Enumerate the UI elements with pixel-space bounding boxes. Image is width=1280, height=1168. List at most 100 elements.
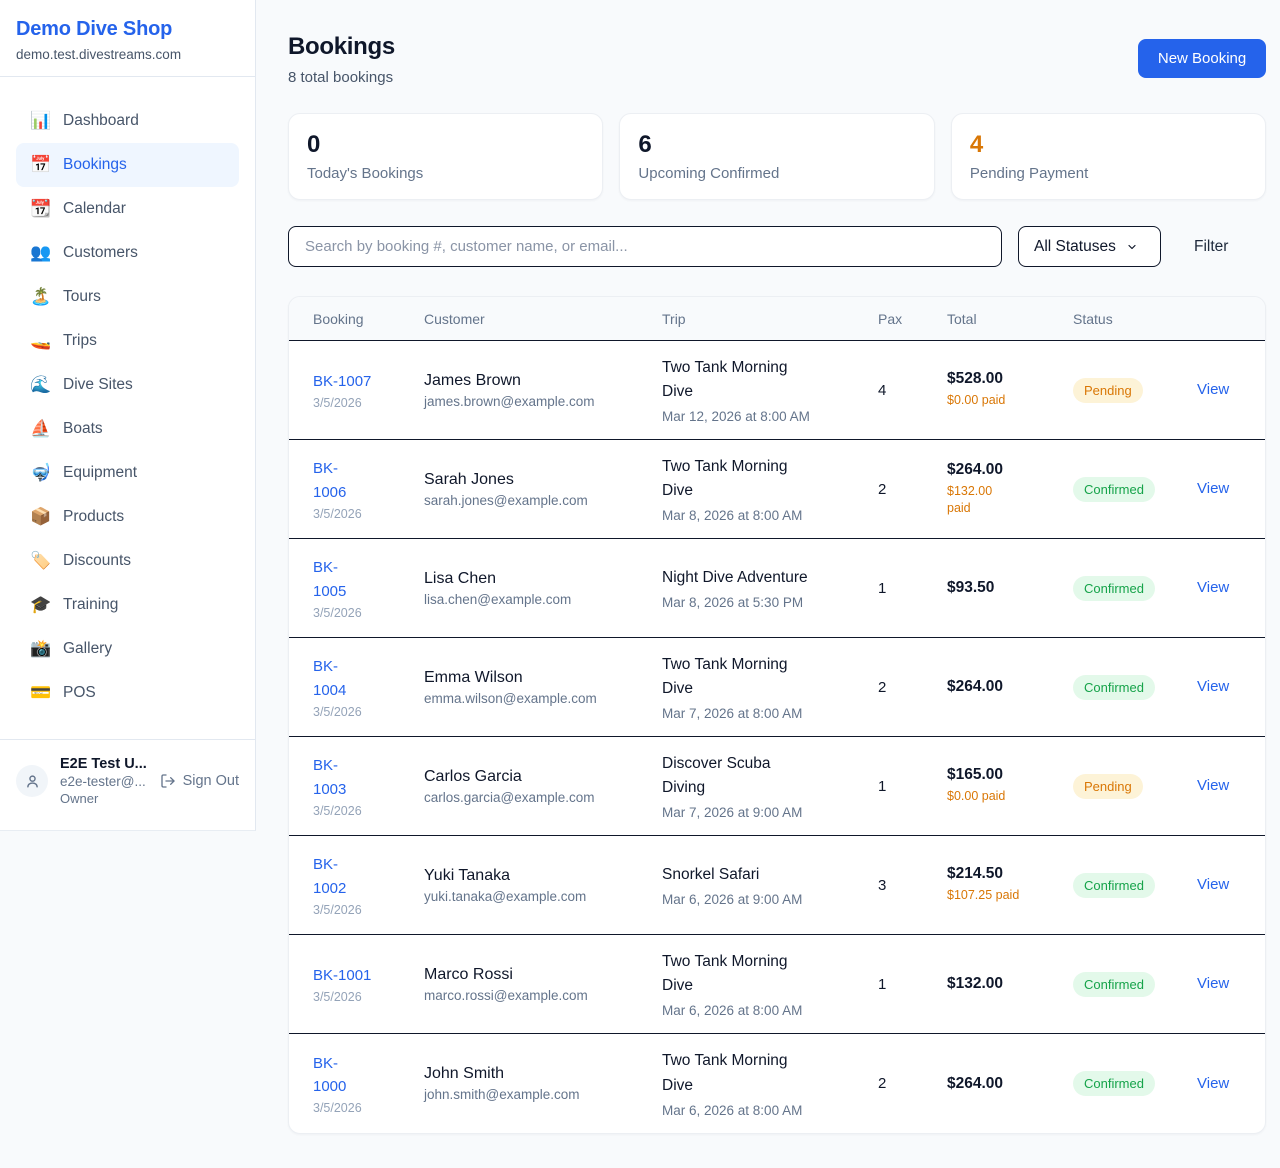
person-icon <box>24 773 41 790</box>
sidebar-item-pos[interactable]: 💳 POS <box>16 671 239 715</box>
sidebar-item-dashboard[interactable]: 📊 Dashboard <box>16 99 239 143</box>
sidebar-item-trips[interactable]: 🚤 Trips <box>16 319 239 363</box>
sidebar-item-products[interactable]: 📦 Products <box>16 495 239 539</box>
trip-datetime: Mar 6, 2026 at 8:00 AM <box>662 1003 803 1019</box>
sign-out-button[interactable]: Sign Out <box>160 773 239 789</box>
sidebar-item-label: Customers <box>63 244 138 261</box>
view-link[interactable]: View <box>1197 579 1230 596</box>
booking-created-date: 3/5/2026 <box>313 1101 362 1116</box>
trip-cell: Two Tank Morning Dive Mar 6, 2026 at 8:0… <box>662 1049 878 1117</box>
sidebar-item-label: Dive Sites <box>63 376 133 393</box>
user-avatar <box>16 765 48 797</box>
trip-cell: Two Tank Morning Dive Mar 8, 2026 at 8:0… <box>662 455 878 523</box>
sidebar-item-dive-sites[interactable]: 🌊 Dive Sites <box>16 363 239 407</box>
view-link[interactable]: View <box>1197 876 1230 893</box>
status-select[interactable]: All Statuses <box>1018 226 1161 267</box>
logo-block: Demo Dive Shop demo.test.divestreams.com <box>0 0 255 77</box>
booking-created-date: 3/5/2026 <box>313 704 362 719</box>
sidebar-item-icon: 🚤 <box>30 331 52 350</box>
customer-email: emma.wilson@example.com <box>424 690 597 706</box>
customer-name: Yuki Tanaka <box>424 866 510 884</box>
actions-cell: View <box>1197 777 1241 795</box>
sidebar-item-discounts[interactable]: 🏷️ Discounts <box>16 539 239 583</box>
view-link[interactable]: View <box>1197 480 1230 497</box>
page-header: Bookings 8 total bookings New Booking <box>288 33 1267 86</box>
sidebar-item-boats[interactable]: ⛵ Boats <box>16 407 239 451</box>
customer-cell: James Brown james.brown@example.com <box>424 372 662 409</box>
status-badge: Confirmed <box>1073 674 1155 700</box>
booking-id-link[interactable]: BK- 1002 <box>313 856 347 897</box>
sidebar-item-customers[interactable]: 👥 Customers <box>16 231 239 275</box>
total-amount: $214.50 <box>947 865 1004 883</box>
booking-id-link[interactable]: BK- 1004 <box>313 658 347 699</box>
sidebar-item-icon: 🏷️ <box>30 551 52 570</box>
booking-created-date: 3/5/2026 <box>313 506 362 521</box>
booking-id-link[interactable]: BK- 1003 <box>313 757 347 798</box>
status-cell: Confirmed <box>1073 476 1197 502</box>
sidebar-item-label: Boats <box>63 420 103 437</box>
booking-cell: BK- 1002 3/5/2026 <box>313 853 424 917</box>
pax-count: 1 <box>878 975 887 993</box>
sidebar-item-bookings[interactable]: 📅 Bookings <box>16 143 239 187</box>
sidebar-item-gallery[interactable]: 📸 Gallery <box>16 627 239 671</box>
status-cell: Confirmed <box>1073 674 1197 700</box>
total-amount: $528.00 <box>947 370 1004 388</box>
trip-name: Night Dive Adventure <box>662 568 808 586</box>
customer-cell: Marco Rossi marco.rossi@example.com <box>424 966 662 1003</box>
new-booking-button[interactable]: New Booking <box>1137 39 1267 78</box>
sign-out-label: Sign Out <box>182 773 239 789</box>
search-input[interactable] <box>288 226 1002 267</box>
column-header-total: Total <box>947 310 977 327</box>
total-cell: $264.00 <box>947 678 1073 696</box>
sidebar-item-calendar[interactable]: 📆 Calendar <box>16 187 239 231</box>
sidebar-item-icon: 👥 <box>30 243 52 262</box>
total-cell: $528.00 $0.00 paid <box>947 370 1073 410</box>
pax-count: 2 <box>878 480 887 498</box>
customer-name: Lisa Chen <box>424 569 497 587</box>
sidebar-item-icon: 🤿 <box>30 463 52 482</box>
sidebar-item-tours[interactable]: 🏝️ Tours <box>16 275 239 319</box>
sidebar-item-icon: 🏝️ <box>30 287 52 306</box>
sidebar-item-training[interactable]: 🎓 Training <box>16 583 239 627</box>
stats-row: 0 Today's Bookings 6 Upcoming Confirmed … <box>288 113 1267 200</box>
booking-id-link[interactable]: BK- 1005 <box>313 559 347 600</box>
total-amount: $132.00 <box>947 975 1004 992</box>
status-cell: Confirmed <box>1073 1071 1197 1096</box>
view-link[interactable]: View <box>1197 975 1230 992</box>
page-subtitle: 8 total bookings <box>288 69 394 86</box>
trip-datetime: Mar 8, 2026 at 5:30 PM <box>662 595 804 610</box>
status-badge: Confirmed <box>1073 872 1155 898</box>
actions-cell: View <box>1197 876 1241 894</box>
user-info: E2E Test U... e2e-tester@... Owner <box>60 756 148 806</box>
booking-id-link[interactable]: BK-1007 <box>313 372 372 390</box>
trip-datetime: Mar 7, 2026 at 9:00 AM <box>662 805 803 821</box>
status-badge: Confirmed <box>1073 476 1155 502</box>
column-header-pax: Pax <box>878 310 903 327</box>
view-link[interactable]: View <box>1197 1074 1230 1092</box>
actions-cell: View <box>1197 1075 1241 1093</box>
sidebar-item-equipment[interactable]: 🤿 Equipment <box>16 451 239 495</box>
table-row: BK- 1003 3/5/2026 Carlos Garcia carlos.g… <box>289 737 1266 836</box>
sidebar-item-icon: 💳 <box>30 683 52 702</box>
customer-email: marco.rossi@example.com <box>424 987 588 1003</box>
pax-count: 3 <box>878 876 887 894</box>
booking-id-link[interactable]: BK- 1006 <box>313 460 347 501</box>
stat-label: Today's Bookings <box>307 165 424 182</box>
sidebar-item-label: Trips <box>63 332 97 349</box>
booking-id-link[interactable]: BK- 1000 <box>313 1054 347 1095</box>
trip-name: Two Tank Morning Dive <box>662 358 788 400</box>
user-email: e2e-tester@... <box>60 774 146 789</box>
status-cell: Pending <box>1073 377 1197 403</box>
sidebar-item-icon: 📅 <box>30 155 52 174</box>
booking-id-link[interactable]: BK-1001 <box>313 966 372 984</box>
total-amount: $264.00 <box>947 460 1004 478</box>
status-cell: Confirmed <box>1073 971 1197 997</box>
view-link[interactable]: View <box>1197 777 1230 794</box>
main-content: Bookings 8 total bookings New Booking 0 … <box>256 0 1280 1168</box>
stat-card-pending-payment: 4 Pending Payment <box>950 113 1267 200</box>
view-link[interactable]: View <box>1197 381 1230 398</box>
table-row: BK- 1000 3/5/2026 John Smith john.smith@… <box>289 1034 1265 1133</box>
view-link[interactable]: View <box>1197 678 1230 695</box>
table-row: BK- 1006 3/5/2026 Sarah Jones sarah.jone… <box>289 440 1266 539</box>
sidebar-item-label: Products <box>63 508 125 525</box>
